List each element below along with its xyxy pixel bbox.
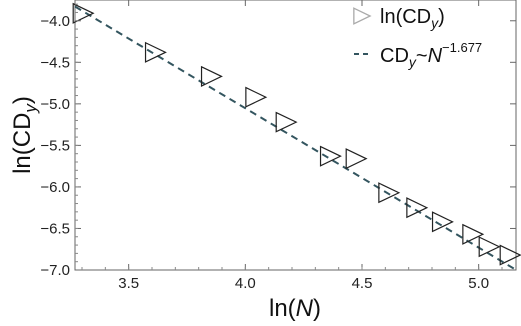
legend: ln(CDy) CDy~N−1.677 [353, 6, 482, 70]
y-tick-label: −5.5 [40, 137, 70, 154]
x-tick-label: 4.0 [235, 275, 256, 292]
data-point [406, 197, 429, 219]
data-point [319, 145, 342, 167]
y-tick-label: −6.5 [40, 220, 70, 237]
legend-label-points: ln(CDy) [380, 6, 445, 31]
y-axis-ticks: −4.0 −4.5 −5.0 −5.5 −6.0 −6.5 −7.0 [40, 3, 516, 279]
data-point [462, 223, 485, 245]
x-axis-ticks: 3.5 4.0 4.5 5.0 [81, 0, 503, 292]
y-tick-label: −4.5 [40, 54, 70, 71]
data-point [345, 148, 368, 170]
data-markers [72, 2, 521, 266]
data-point [431, 211, 454, 233]
data-point [200, 65, 223, 87]
data-point [499, 244, 521, 266]
x-tick-label: 4.5 [352, 275, 373, 292]
data-point [72, 2, 95, 24]
data-point [478, 236, 501, 258]
legend-marker-icon [353, 7, 372, 25]
y-tick-label: −4.0 [40, 13, 70, 30]
fit-line [74, 5, 517, 271]
y-tick-label: −5.0 [40, 96, 70, 113]
y-tick-label: −6.0 [40, 179, 70, 196]
data-point [144, 41, 167, 63]
x-axis-title: ln(N) [269, 295, 321, 322]
plot-frame [74, 0, 517, 271]
data-point [245, 86, 268, 108]
x-tick-label: 3.5 [118, 275, 139, 292]
data-point [378, 182, 401, 204]
x-tick-label: 5.0 [468, 275, 489, 292]
y-axis-title: ln(CDy) [9, 96, 40, 174]
y-tick-label: −7.0 [40, 262, 70, 279]
data-point [275, 111, 298, 133]
legend-label-fit: CDy~N−1.677 [380, 40, 482, 70]
